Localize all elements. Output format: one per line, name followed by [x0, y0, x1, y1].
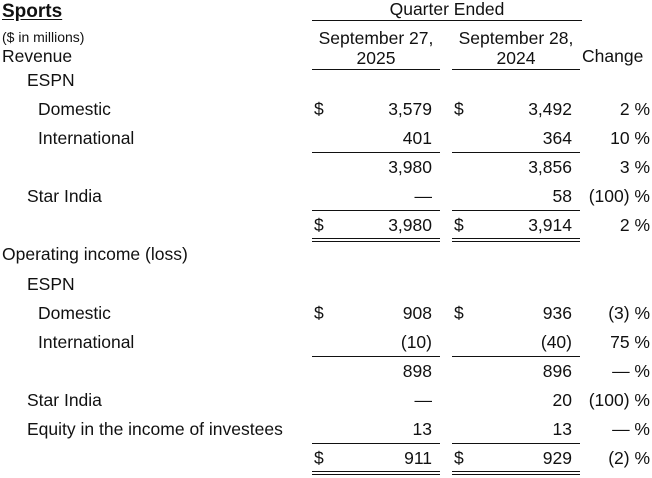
operating-international-2025: (10)	[400, 332, 432, 352]
operating-star-india-label: Star India	[27, 390, 102, 410]
operating-international-label: International	[38, 332, 135, 352]
operating-star-india-2024: 20	[552, 390, 572, 410]
operating-international-2024: (40)	[540, 332, 572, 352]
revenue-total-dollar-2025: $	[314, 215, 324, 235]
revenue-total-2025: 3,980	[388, 215, 432, 235]
column-header-change: Change	[582, 46, 644, 66]
revenue-star-india-label: Star India	[27, 186, 102, 206]
revenue-espn-subtotal-2024: 3,856	[528, 157, 572, 177]
column-header-2024-line1: September 28,	[458, 28, 574, 48]
revenue-domestic-label: Domestic	[38, 99, 111, 119]
operating-espn-subtotal-2025: 898	[402, 361, 432, 381]
revenue-total-double-rule-b-2025	[312, 241, 440, 242]
revenue-total-rule-2025	[312, 210, 440, 211]
revenue-domestic-2025: 3,579	[388, 99, 432, 119]
revenue-star-india-2024: 58	[552, 186, 572, 206]
operating-total-rule-2024	[452, 443, 580, 444]
operating-equity-change: — %	[612, 419, 650, 439]
quarter-ended-header: Quarter Ended	[389, 0, 505, 19]
revenue-domestic-2024: 3,492	[528, 99, 572, 119]
table-title: Sports	[2, 1, 63, 22]
operating-domestic-2025: 908	[402, 303, 432, 323]
operating-espn-label: ESPN	[27, 274, 75, 294]
revenue-international-change: 10 %	[610, 128, 650, 148]
units-note: ($ in millions)	[2, 29, 85, 45]
operating-total-rule-2025	[312, 443, 440, 444]
operating-total-2025: 911	[404, 448, 432, 468]
operating-total-double-rule-a-2024	[452, 471, 580, 472]
revenue-espn-subtotal-rule-2025	[312, 152, 440, 153]
operating-international-change: 75 %	[610, 332, 650, 352]
operating-espn-subtotal-rule-2025	[312, 356, 440, 357]
operating-domestic-2024: 936	[542, 303, 572, 323]
operating-equity-label: Equity in the income of investees	[27, 419, 283, 439]
revenue-total-dollar-2024: $	[454, 215, 464, 235]
header-rule-2024	[452, 69, 580, 70]
revenue-espn-label: ESPN	[27, 70, 75, 90]
revenue-total-double-rule-b-2024	[452, 241, 580, 242]
operating-domestic-label: Domestic	[38, 303, 111, 323]
revenue-star-india-change: (100) %	[588, 186, 650, 206]
column-header-2024: September 28, 2024	[452, 28, 580, 68]
operating-domestic-dollar-2025: $	[314, 303, 324, 323]
operating-total-change: (2) %	[608, 448, 650, 468]
revenue-total-rule-2024	[452, 210, 580, 211]
revenue-international-label: International	[38, 128, 135, 148]
operating-espn-subtotal-change: — %	[612, 361, 650, 381]
header-group-rule	[312, 20, 582, 21]
column-header-2025: September 27, 2025	[312, 28, 440, 68]
operating-espn-subtotal-2024: 896	[542, 361, 572, 381]
operating-star-india-2025: —	[414, 390, 433, 410]
revenue-domestic-change: 2 %	[619, 99, 650, 119]
operating-star-india-change: (100) %	[588, 390, 650, 410]
operating-equity-2025: 13	[412, 419, 432, 439]
operating-domestic-change: (3) %	[608, 303, 650, 323]
revenue-domestic-dollar-2025: $	[314, 99, 324, 119]
revenue-domestic-dollar-2024: $	[454, 99, 464, 119]
section-label-operating-income: Operating income (loss)	[2, 244, 188, 264]
operating-total-double-rule-b-2025	[312, 474, 440, 475]
column-header-2025-line1: September 27,	[318, 28, 434, 48]
operating-total-dollar-2024: $	[454, 448, 464, 468]
revenue-espn-subtotal-2025: 3,980	[388, 157, 432, 177]
operating-total-double-rule-a-2025	[312, 471, 440, 472]
operating-espn-subtotal-rule-2024	[452, 356, 580, 357]
revenue-espn-subtotal-rule-2024	[452, 152, 580, 153]
revenue-total-change: 2 %	[619, 215, 650, 235]
revenue-total-double-rule-a-2024	[452, 238, 580, 239]
revenue-star-india-2025: —	[414, 186, 433, 206]
operating-total-2024: 929	[542, 448, 572, 468]
operating-total-double-rule-b-2024	[452, 474, 580, 475]
column-header-2024-line2: 2024	[496, 48, 536, 69]
column-header-2025-line2: 2025	[356, 48, 396, 69]
header-rule-2025	[312, 69, 440, 70]
revenue-international-2025: 401	[402, 128, 432, 148]
revenue-total-2024: 3,914	[528, 215, 572, 235]
operating-total-dollar-2025: $	[314, 448, 324, 468]
section-label-revenue: Revenue	[2, 46, 73, 66]
revenue-international-2024: 364	[542, 128, 572, 148]
operating-equity-2024: 13	[552, 419, 572, 439]
revenue-espn-subtotal-change: 3 %	[619, 157, 650, 177]
revenue-total-double-rule-a-2025	[312, 238, 440, 239]
operating-domestic-dollar-2024: $	[454, 303, 464, 323]
